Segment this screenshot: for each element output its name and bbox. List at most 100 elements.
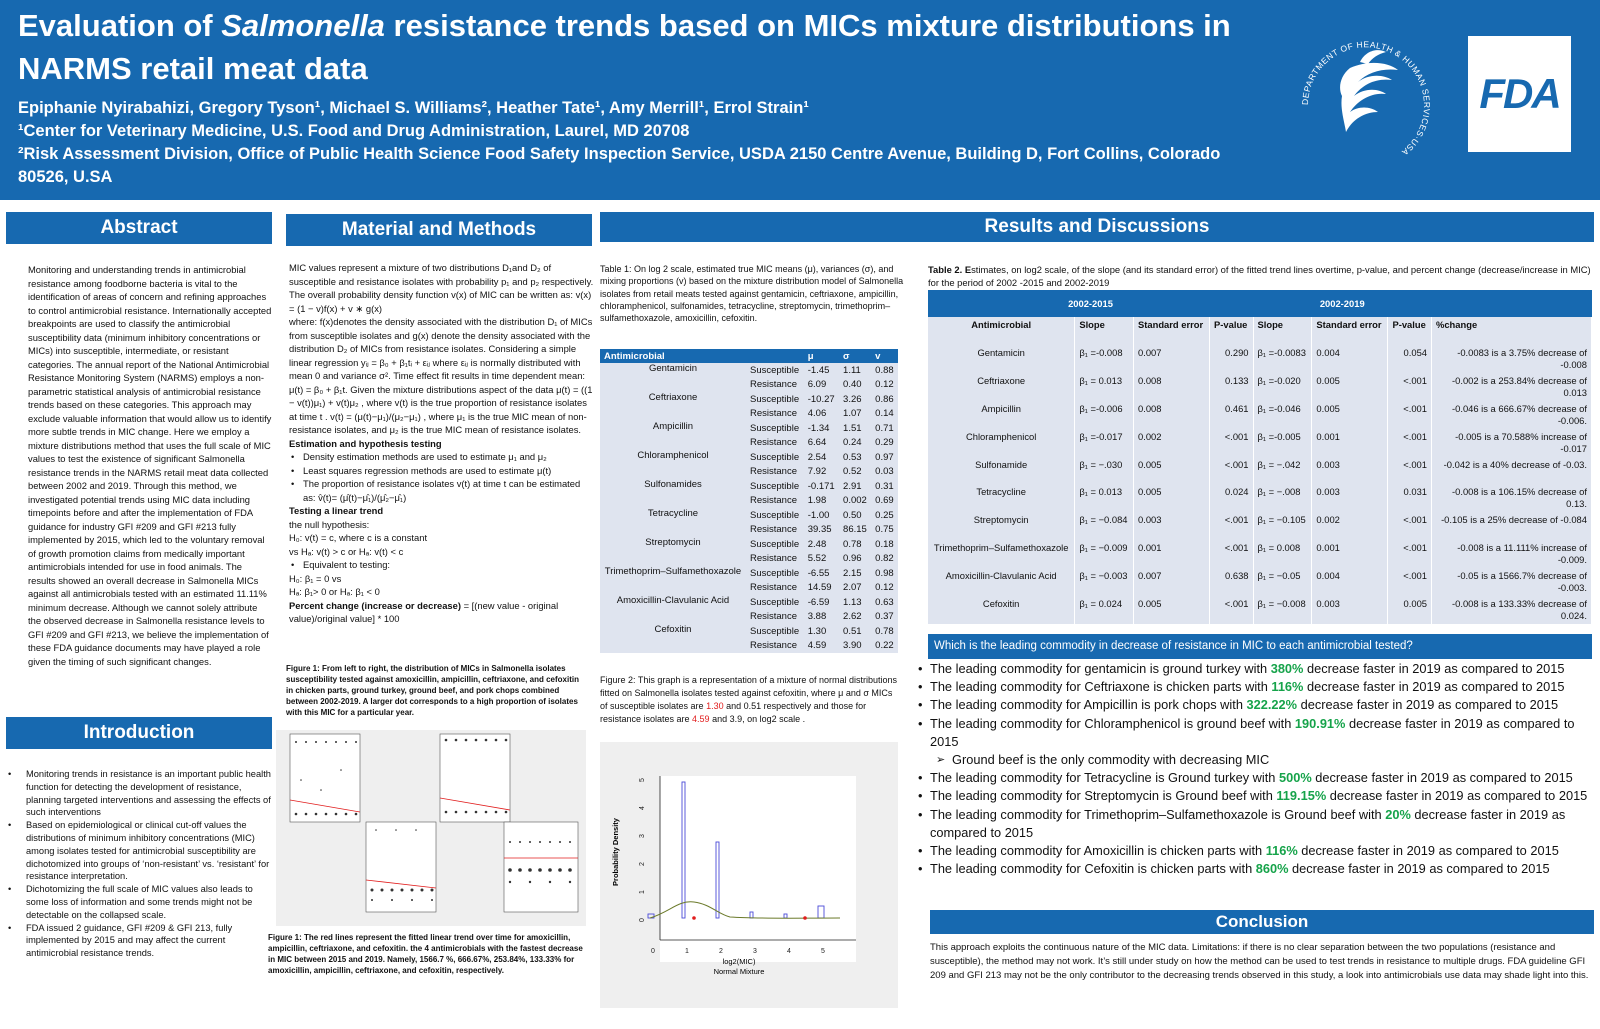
y-tick-label: 5 bbox=[639, 778, 646, 782]
histogram-bar bbox=[681, 781, 686, 919]
table1-drug-cell: Ampicillin bbox=[600, 421, 746, 450]
table1-drug-cell: Amoxicillin-Clavulanic Acid bbox=[600, 595, 746, 624]
table2-cell: β₁ = −0.05 bbox=[1253, 567, 1313, 596]
table1-row: Resistance 3.88 2.62 0.37 bbox=[600, 609, 898, 624]
table2-cell: β₁ = −.008 bbox=[1253, 484, 1313, 512]
table1-cell: 86.15 bbox=[839, 522, 872, 537]
table1-caption: Table 1: On log 2 scale, estimated true … bbox=[600, 264, 904, 324]
table1-cell: 0.03 bbox=[871, 464, 898, 479]
table2-row: Streptomycin β₁ = −0.084 0.003 <.001 β₁ = −0… bbox=[928, 512, 1592, 540]
x-tick-label: 2 bbox=[719, 948, 723, 955]
table2-cell: β₁ = −0.105 bbox=[1253, 512, 1313, 540]
table2-cell: -0.105 is a 25% decrease of -0.084 bbox=[1431, 512, 1592, 540]
figure1-panel bbox=[276, 730, 586, 926]
table1-cell: 0.22 bbox=[871, 638, 898, 653]
table1-row: Resistance 4.59 3.90 0.22 bbox=[600, 638, 898, 653]
result-percent: 380% bbox=[1270, 661, 1304, 676]
table1-cell: 2.62 bbox=[839, 609, 872, 624]
table1-row: Sulfonamides Susceptible -0.171 2.91 0.31 bbox=[600, 479, 898, 508]
table2-column-header: P-value bbox=[1387, 317, 1432, 345]
table1-cell: 0.69 bbox=[871, 493, 898, 508]
table1-cell: 0.31 bbox=[871, 479, 898, 494]
result-text: decrease faster in 2019 as compared to 2… bbox=[1297, 843, 1559, 859]
table1-cell: 3.90 bbox=[839, 638, 872, 653]
table2-cell: <.001 bbox=[1209, 512, 1254, 540]
table1-cell: 0.50 bbox=[839, 508, 872, 523]
result-percent: 119.15% bbox=[1276, 788, 1327, 804]
table2-cell: <.001 bbox=[1209, 456, 1254, 484]
figure2-y-ticks: 0 1 2 3 4 5 bbox=[639, 778, 646, 922]
table1-cell: Susceptible bbox=[745, 421, 804, 436]
table2-cell: β₁ =-0.046 bbox=[1253, 400, 1313, 429]
table1-cell: 6.64 bbox=[803, 435, 840, 450]
histogram-bar bbox=[715, 841, 720, 919]
figure1-plot-cefoxitin bbox=[503, 821, 579, 913]
table1-body: Gentamicin Susceptible -1.45 1.11 0.88 Resist… bbox=[600, 363, 898, 653]
table2-cell: <.001 bbox=[1209, 595, 1254, 624]
table2-row: Chloramphenicol β₁ =-0.017 0.002 <.001 β₁ =-… bbox=[928, 428, 1592, 457]
table1-cell: 1.11 bbox=[839, 363, 872, 378]
result-text: decrease faster in 2019 as compared to 2… bbox=[1311, 770, 1573, 786]
table2-cell: -0.042 is a 40% decrease of -0.03. bbox=[1431, 456, 1592, 484]
table1-cell: 0.63 bbox=[871, 595, 898, 610]
result-percent: 860% bbox=[1255, 861, 1289, 877]
abstract-heading: Abstract bbox=[6, 212, 272, 244]
table2-row: Amoxicillin-Clavulanic Acid β₁ = −0.003 0.… bbox=[928, 567, 1592, 596]
table1-cell: -1.34 bbox=[803, 421, 840, 436]
table2-cell: -0.046 is a 666.67% decrease of -0.006. bbox=[1431, 400, 1592, 429]
table2-cell: -0.0083 is a 3.75% decrease of -0.008 bbox=[1431, 344, 1592, 373]
table2-cell: -0.002 is a 253.84% decrease of 0.013 bbox=[1431, 372, 1592, 401]
x-tick-label: 4 bbox=[787, 948, 791, 955]
methods-heading: Material and Methods bbox=[286, 214, 592, 246]
table1-cell: Susceptible bbox=[745, 450, 804, 465]
table2-column-header: Antimicrobial bbox=[928, 317, 1076, 345]
table1-cell: Susceptible bbox=[745, 479, 804, 494]
table2-cell: 0.024 bbox=[1209, 484, 1254, 512]
table1-cell: 1.13 bbox=[839, 595, 872, 610]
table2-period-header: 2002-2015 bbox=[928, 290, 1253, 317]
table2-cell: β₁ = −0.003 bbox=[1074, 567, 1134, 596]
scatter-dots bbox=[508, 841, 572, 884]
table1-row: Resistance 1.98 0.002 0.69 bbox=[600, 493, 898, 508]
table1-cell: -1.45 bbox=[803, 363, 840, 378]
figure2-panel: 0 1 2 3 4 5 0 1 2 3 4 5 Probability Dens… bbox=[600, 742, 898, 1008]
table1-cell: 0.88 bbox=[871, 363, 898, 378]
table1-cell: 0.37 bbox=[871, 609, 898, 624]
table2-cell: β₁ = −0.009 bbox=[1074, 539, 1134, 568]
poster-title: Evaluation of Salmonella resistance tren… bbox=[18, 4, 1278, 90]
table1-drug-cell: Sulfonamides bbox=[600, 479, 746, 508]
result-text: The leading commodity for Chloramphenico… bbox=[930, 715, 1295, 731]
result-text: decrease faster in 2019 as compared to 2… bbox=[1303, 679, 1565, 695]
table2-cell: 0.003 bbox=[1311, 595, 1389, 624]
table1-row: Resistance 6.09 0.40 0.12 bbox=[600, 377, 898, 392]
table2-cell: 0.003 bbox=[1311, 484, 1389, 512]
table2-cell: <.001 bbox=[1387, 456, 1432, 484]
affiliation-2: ²Risk Assessment Division, Office of Pub… bbox=[18, 145, 1221, 186]
result-item: The leading commodity for Ampicillin is … bbox=[918, 696, 1592, 714]
figure1-plot-ceftriaxone bbox=[365, 821, 437, 913]
table1-row: Ampicillin Susceptible -1.34 1.51 0.71 bbox=[600, 421, 898, 450]
table1-drug-cell: Gentamicin bbox=[600, 363, 746, 392]
figure2-density-curve bbox=[649, 901, 841, 919]
table1-drug-cell: Cefoxitin bbox=[600, 624, 746, 653]
table1-header-cell: v bbox=[871, 349, 898, 363]
testing-line: the null hypothesis: bbox=[289, 518, 370, 530]
table2-cell: 0.005 bbox=[1387, 595, 1432, 624]
table1-drug-cell: Chloramphenicol bbox=[600, 450, 746, 479]
author-list: Epiphanie Nyirabahizi, Gregory Tyson¹, M… bbox=[18, 99, 809, 117]
estimation-bullet: Density estimation methods are used to e… bbox=[289, 450, 595, 464]
table1-cell: 0.29 bbox=[871, 435, 898, 450]
table1-row: Amoxicillin-Clavulanic Acid Susceptible -6… bbox=[600, 595, 898, 624]
result-text: The leading commodity for Amoxicillin is… bbox=[930, 843, 1266, 859]
author-block: Epiphanie Nyirabahizi, Gregory Tyson¹, M… bbox=[18, 97, 1258, 189]
table2-period-row: 2002-2015 2002-2019 bbox=[928, 290, 1592, 317]
table1-row: Tetracycline Susceptible -1.00 0.50 0.25 bbox=[600, 508, 898, 537]
methods-paragraph-2: where: f(x)denotes the density associate… bbox=[289, 316, 593, 435]
y-tick-label: 2 bbox=[639, 862, 646, 866]
table2-cell: β₁ =-0.017 bbox=[1074, 428, 1134, 457]
table1-drug-cell: Streptomycin bbox=[600, 537, 746, 566]
result-text: decrease faster in 2019 as compared to 2… bbox=[1303, 661, 1565, 676]
table1-cell: 0.24 bbox=[839, 435, 872, 450]
percent-change-heading: Percent change (increase or decrease) bbox=[289, 599, 461, 611]
result-text: The leading commodity for Trimethoprim–S… bbox=[930, 806, 1386, 822]
